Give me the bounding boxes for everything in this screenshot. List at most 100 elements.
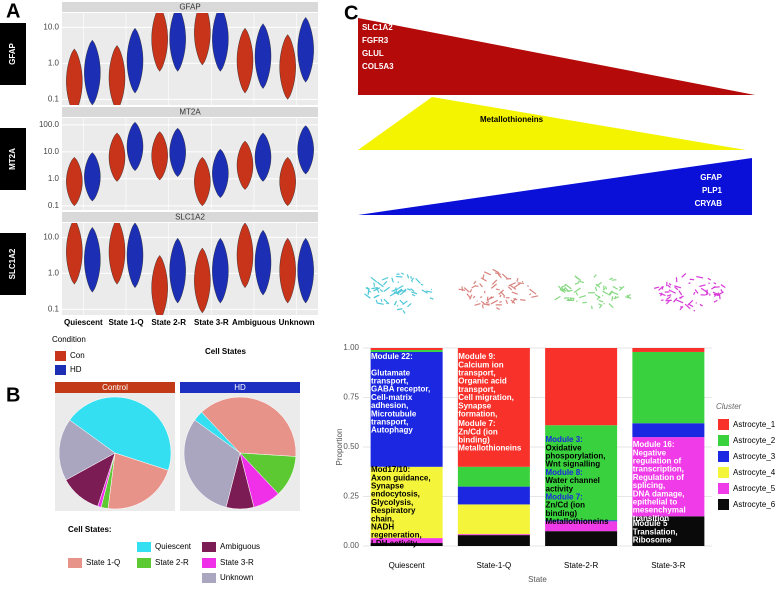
module-annotation: endocytosis,: [371, 490, 420, 499]
cell-process: [473, 280, 477, 285]
pie-header-label: Control: [102, 383, 128, 392]
legend-label: State 2-R: [155, 558, 189, 567]
cell-process: [674, 285, 682, 289]
cell-process: [491, 279, 498, 285]
legend-swatch: [202, 573, 216, 583]
cell-process: [463, 287, 470, 293]
cell-process: [398, 285, 404, 289]
legend-label: Astrocyte_4: [733, 468, 776, 477]
module-annotation: transport,: [371, 418, 408, 427]
x-axis-label: Cell States: [205, 347, 246, 356]
module-annotation: binding): [546, 509, 578, 518]
module-annotation: Respiratory: [371, 506, 416, 515]
facet-side-label: GFAP: [8, 42, 17, 64]
legend-swatch: [68, 558, 82, 568]
module-annotation: activity: [546, 484, 574, 493]
violin: [66, 223, 83, 285]
violin: [84, 226, 101, 293]
panel-label: B: [6, 384, 20, 406]
module-annotation: Microtubule: [371, 409, 417, 418]
gradient-label: FGFR3: [362, 36, 389, 45]
cell-process: [399, 299, 405, 305]
cell-process: [659, 292, 663, 297]
cell-process: [490, 283, 498, 289]
cell-process: [574, 275, 582, 281]
cell-process: [486, 296, 489, 301]
violin: [212, 237, 229, 304]
bar-segment: [370, 348, 443, 350]
facet-strip: [62, 2, 318, 12]
cell-process: [529, 293, 532, 296]
legend-swatch: [718, 483, 729, 494]
violin: [108, 45, 126, 105]
module-annotation: Module 8:: [546, 468, 583, 477]
cell-process: [474, 285, 479, 287]
violin: [169, 13, 186, 72]
bar-segment: [545, 348, 618, 426]
cell-process: [665, 299, 672, 302]
cell-process: [386, 302, 389, 305]
violin: [236, 140, 254, 190]
cell-process: [557, 285, 562, 290]
cell-process: [625, 296, 632, 299]
violin: [236, 223, 254, 289]
cell-process: [595, 283, 601, 288]
y-tick-label: 1.0: [48, 58, 60, 67]
module-annotation: Zn/Cd (ion: [546, 501, 586, 510]
cell-process: [399, 289, 407, 296]
cell-process: [411, 291, 418, 295]
pie-header-label: HD: [234, 383, 246, 392]
y-tick-label: 0.25: [343, 492, 359, 501]
cell-process: [661, 285, 664, 290]
cell-process: [383, 286, 390, 292]
module-annotation: GABA receptor,: [371, 385, 430, 394]
cell-process: [364, 293, 371, 299]
cell-process: [713, 292, 720, 297]
cell-process: [406, 288, 412, 291]
pie-slice: [58, 419, 116, 481]
x-tick-label: State 1-Q: [108, 318, 143, 327]
gradient-label: GFAP: [700, 173, 722, 182]
violin: [84, 39, 101, 105]
y-tick-label: 10.0: [43, 22, 59, 31]
cell-process: [370, 276, 378, 283]
legend-label: Astrocyte_2: [733, 436, 776, 445]
cell-process: [554, 295, 561, 301]
cell-process: [711, 285, 716, 290]
gradient-label: COL5A3: [362, 62, 394, 71]
cell-process: [479, 296, 483, 299]
cell-process: [474, 303, 481, 306]
legend-label: Astrocyte_6: [733, 500, 776, 509]
cell-process: [494, 272, 501, 275]
cell-process: [383, 280, 388, 286]
gradient-label: CRYAB: [695, 199, 723, 208]
module-annotation: LDH activity: [371, 539, 418, 548]
cell-process: [485, 301, 490, 304]
cell-process: [602, 290, 609, 295]
cell-process: [693, 309, 696, 312]
x-tick-label: Unknown: [279, 318, 315, 327]
module-annotation: binding): [458, 436, 490, 445]
cell-process: [665, 300, 670, 305]
cell-process: [375, 299, 378, 303]
y-axis-label: Proportion: [335, 429, 344, 466]
violin: [254, 23, 272, 89]
violin: [297, 125, 314, 175]
legend-swatch: [718, 435, 729, 446]
cell-process: [396, 289, 403, 295]
cell-process: [681, 273, 687, 278]
violin: [212, 148, 229, 198]
module-annotation: splicing,: [633, 481, 665, 490]
cell-process: [401, 272, 405, 275]
module-annotation: Wnt signalling: [546, 460, 601, 469]
cell-process: [531, 295, 539, 298]
module-annotation: transport,: [458, 385, 495, 394]
violin: [194, 156, 211, 207]
module-annotation: Mod17/10:: [371, 465, 410, 474]
module-annotation: Module 16:: [633, 440, 675, 449]
cell-process: [594, 293, 601, 299]
cell-process: [666, 294, 672, 297]
legend-swatch: [718, 451, 729, 462]
module-annotation: transport,: [371, 377, 408, 386]
